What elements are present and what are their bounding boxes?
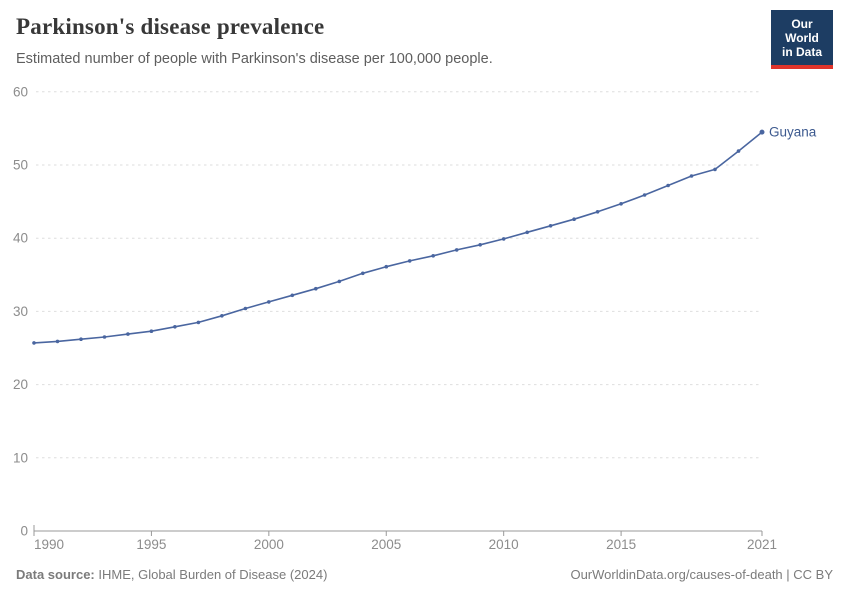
chart-subtitle: Estimated number of people with Parkinso… [16, 51, 493, 67]
chart-footer: Data source: IHME, Global Burden of Dise… [16, 567, 833, 582]
credit-link[interactable]: OurWorldinData.org/causes-of-death | CC … [570, 567, 833, 582]
data-point[interactable] [666, 183, 670, 188]
data-line[interactable] [33, 131, 763, 344]
data-point[interactable] [361, 271, 365, 276]
data-point[interactable] [431, 254, 436, 258]
x-tick-label: 2015 [606, 537, 636, 552]
data-point[interactable] [384, 264, 389, 269]
data-point[interactable] [642, 193, 647, 197]
x-tick-label: 2021 [747, 537, 777, 552]
y-tick-label: 0 [20, 524, 28, 539]
x-tick-label: 1995 [136, 537, 166, 552]
data-point[interactable] [689, 174, 694, 178]
data-point[interactable] [32, 341, 36, 345]
data-point[interactable] [407, 259, 412, 263]
data-point[interactable] [314, 286, 318, 291]
y-tick-label: 60 [13, 84, 28, 99]
data-point[interactable] [337, 279, 342, 284]
data-point[interactable] [267, 300, 271, 304]
data-source-label: Data source: [16, 567, 95, 582]
data-point[interactable] [619, 202, 623, 206]
data-point[interactable] [478, 243, 483, 247]
x-tick-label: 2010 [489, 537, 519, 552]
page-title: Parkinson's disease prevalence [16, 14, 325, 39]
data-source-text: IHME, Global Burden of Disease (2024) [94, 567, 328, 582]
data-point[interactable] [102, 335, 107, 339]
owid-logo-line1: Our World [785, 17, 819, 45]
data-point[interactable] [572, 217, 576, 221]
data-point[interactable] [55, 339, 60, 344]
data-point[interactable] [713, 167, 717, 172]
x-tick-label: 2005 [371, 537, 401, 552]
data-point[interactable] [149, 329, 154, 334]
y-tick-label: 30 [13, 304, 28, 319]
data-source-note: Data source: IHME, Global Burden of Dise… [16, 567, 327, 582]
data-point[interactable] [79, 337, 83, 342]
y-tick-label: 20 [13, 377, 28, 392]
x-tick-label: 1990 [34, 537, 64, 552]
y-tick-label: 10 [13, 450, 28, 465]
data-point[interactable] [243, 306, 248, 311]
data-point[interactable] [548, 224, 553, 228]
data-point[interactable] [736, 149, 741, 153]
y-tick-label: 40 [13, 231, 28, 246]
data-point[interactable] [501, 237, 506, 241]
data-point[interactable] [290, 293, 295, 298]
data-point[interactable] [220, 314, 224, 318]
data-point-last[interactable] [759, 129, 765, 135]
data-point[interactable] [525, 230, 529, 235]
data-point[interactable] [173, 325, 177, 329]
y-tick-label: 50 [13, 158, 28, 173]
owid-logo[interactable]: Our World in Data [771, 10, 833, 69]
owid-logo-line2: in Data [781, 45, 822, 59]
series-end-label[interactable]: Guyana [769, 125, 817, 140]
data-point[interactable] [126, 332, 130, 336]
x-tick-label: 2000 [254, 537, 284, 552]
data-point[interactable] [196, 320, 201, 325]
data-point[interactable] [454, 248, 459, 252]
data-point[interactable] [595, 210, 600, 214]
